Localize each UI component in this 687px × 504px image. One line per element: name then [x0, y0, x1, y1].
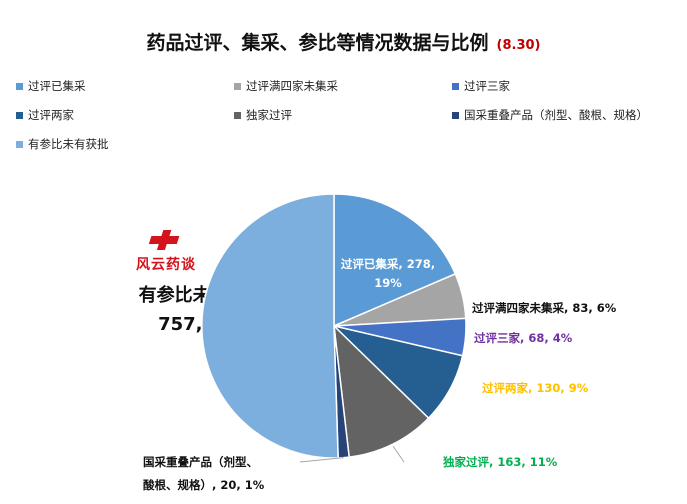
legend-label: 过评已集采 — [28, 79, 86, 93]
pie-slice — [333, 193, 457, 328]
legend-swatch — [16, 140, 23, 148]
legend-item: 过评满四家未集采 — [234, 78, 452, 94]
leader-line — [299, 457, 344, 463]
leader-line — [392, 445, 405, 463]
legend-item: 国采重叠产品（剂型、酸根、规格） — [452, 107, 676, 123]
legend-swatch — [452, 111, 459, 119]
legend-label: 有参比未有获批 — [28, 137, 109, 151]
chart-title-row: 药品过评、集采、参比等情况数据与比例 (8.30) — [0, 28, 687, 55]
slice-data-label: 国采重叠产品（剂型、 — [143, 455, 258, 469]
legend-swatch — [234, 82, 241, 90]
legend-item: 过评已集采 — [16, 78, 234, 94]
slice-data-label: 酸根、规格）, 20, 1% — [143, 478, 265, 492]
pie-slice — [201, 193, 339, 459]
legend-swatch — [452, 82, 459, 90]
legend-swatch — [234, 111, 241, 119]
legend-item: 过评两家 — [16, 107, 234, 123]
chart-legend: 过评已集采 过评满四家未集采 过评三家过评两家 独家过评 国采重叠产品（剂型、酸根、规格… — [16, 78, 676, 152]
legend-item: 有参比未有获批 — [16, 136, 234, 152]
slice-data-label: 19% — [374, 276, 402, 290]
chart-subtitle: (8.30) — [496, 38, 541, 53]
legend-label: 国采重叠产品（剂型、酸根、规格） — [464, 108, 648, 122]
legend-label: 过评三家 — [464, 79, 510, 93]
legend-label: 过评满四家未集采 — [246, 79, 338, 93]
brand-name: 风云药谈 — [136, 257, 196, 273]
legend-item: 独家过评 — [234, 107, 452, 123]
slice-data-label: 过评两家, 130, 9% — [482, 381, 589, 395]
pie-slice — [333, 323, 430, 458]
legend-swatch — [16, 111, 23, 119]
slice-data-label: 过评已集采, 278, — [341, 257, 435, 271]
legend-item: 过评三家 — [452, 78, 676, 94]
legend-swatch — [16, 82, 23, 90]
brand-cross-icon — [148, 230, 180, 250]
chart-title: 药品过评、集采、参比等情况数据与比例 — [146, 32, 489, 54]
slice-data-label: 过评三家, 68, 4% — [474, 331, 573, 345]
slice-data-label: 过评满四家未集采, 83, 6% — [472, 301, 617, 315]
legend-label: 过评两家 — [28, 108, 74, 122]
legend-label: 独家过评 — [246, 108, 292, 122]
slice-data-label: 独家过评, 163, 11% — [443, 455, 558, 469]
